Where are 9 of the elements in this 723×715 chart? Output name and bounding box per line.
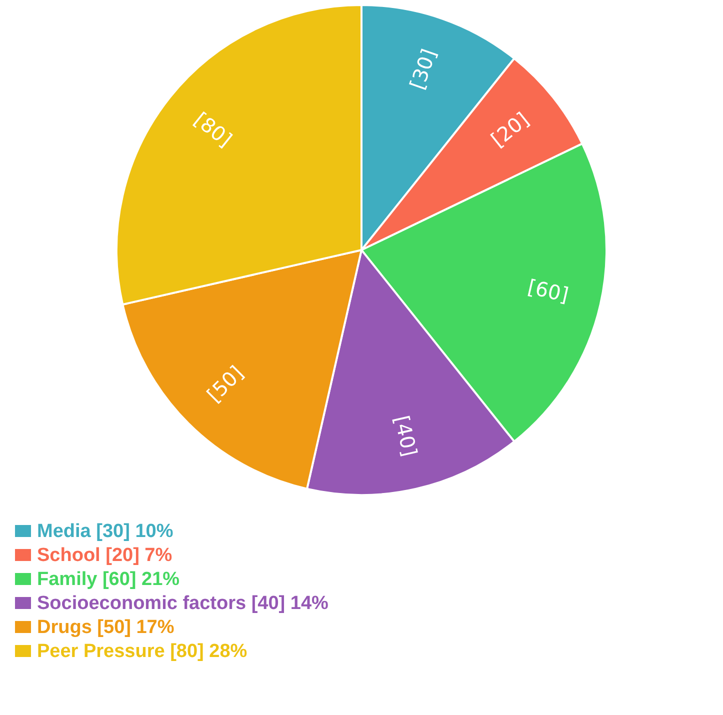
legend-label: Family [60] 21% (36, 568, 181, 592)
legend-label: Media [30] 10% (36, 520, 174, 544)
legend-label: School [20] 7% (36, 544, 174, 568)
legend-label: Drugs [50] 17% (36, 616, 176, 640)
legend-label: Peer Pressure [80] 28% (36, 640, 248, 664)
data-label: [30] (404, 46, 442, 92)
data-label: [40] (390, 413, 422, 459)
legend-label: Socioeconomic factors [40] 14% (36, 592, 330, 616)
data-label: [60] (526, 274, 571, 308)
